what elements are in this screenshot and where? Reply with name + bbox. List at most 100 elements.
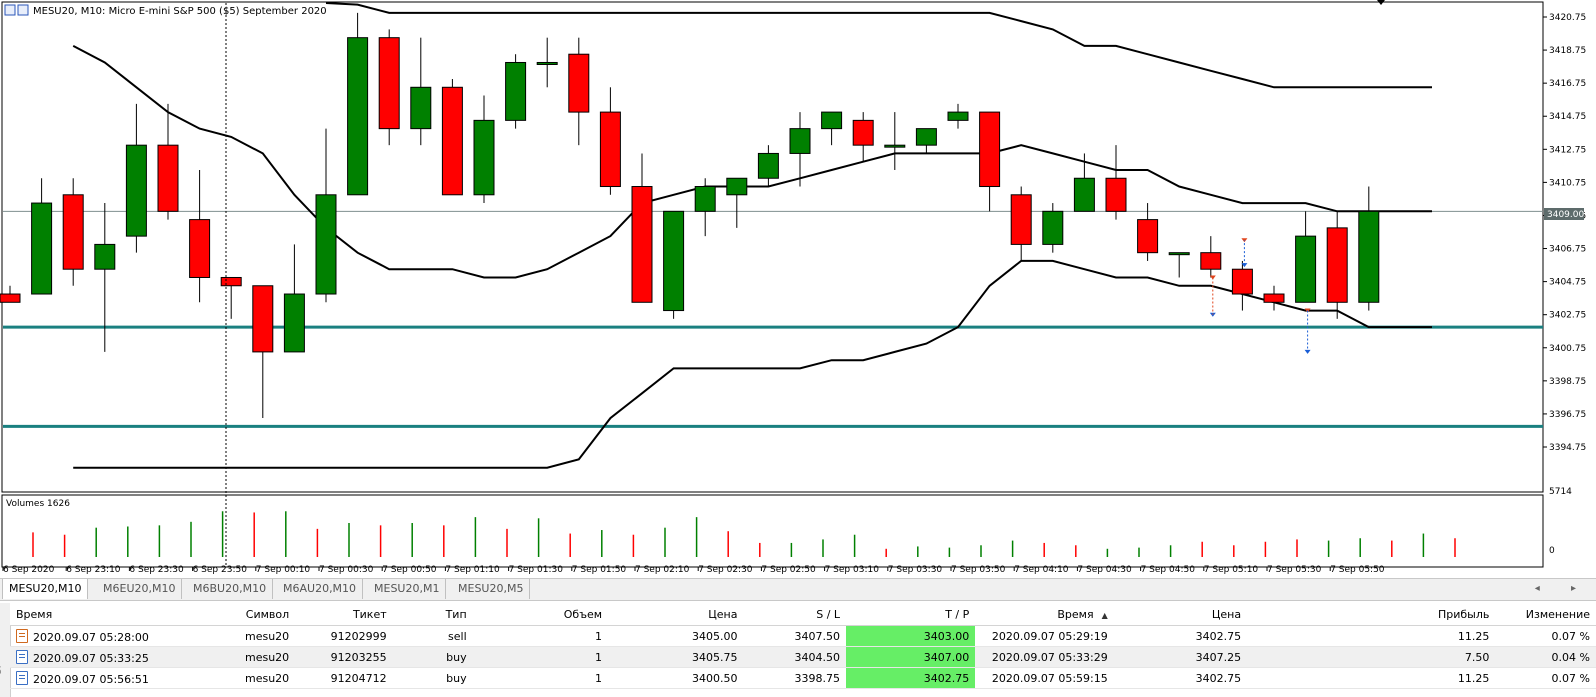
candle[interactable] <box>441 79 463 196</box>
volume-axis-label: 5714 <box>1549 487 1572 497</box>
candle[interactable] <box>852 112 874 162</box>
cell-change: 0.07 % <box>1495 667 1596 689</box>
candle[interactable] <box>884 112 906 170</box>
cell-symbol: mesu20 <box>174 667 296 689</box>
candle[interactable] <box>410 37 432 146</box>
table-row[interactable]: 2020.09.07 05:28:00 mesu20 91202999 sell… <box>10 625 1596 647</box>
tab-m6au20-m10[interactable]: M6AU20,M10 <box>277 579 364 599</box>
bull-candle-body <box>821 111 843 130</box>
candle[interactable] <box>947 103 969 129</box>
tab-mesu20-m1[interactable]: MESU20,M1 <box>368 579 447 599</box>
time-axis-label: 7 Sep 02:50 <box>761 565 816 575</box>
bear-candle-body <box>1200 252 1222 270</box>
candle[interactable] <box>536 37 558 88</box>
candle[interactable] <box>599 87 621 195</box>
candle[interactable] <box>789 112 811 187</box>
col-header-close-time[interactable]: Время ▲ <box>975 603 1114 626</box>
candle[interactable] <box>505 54 527 129</box>
tab-m6eu20-m10[interactable]: M6EU20,M10 <box>97 579 183 599</box>
col-header-price[interactable]: Цена <box>608 603 744 626</box>
candle[interactable] <box>1137 203 1159 261</box>
candle[interactable] <box>62 178 84 286</box>
candle[interactable] <box>252 285 274 419</box>
bull-candle-body <box>757 152 779 179</box>
bull-candle-body <box>1295 235 1317 303</box>
col-header-time[interactable]: Время <box>10 603 175 626</box>
candle[interactable] <box>157 103 179 220</box>
bear-candle-body <box>378 37 400 130</box>
candle[interactable] <box>378 29 400 146</box>
cell-type: buy <box>392 646 473 668</box>
col-header-ticket[interactable]: Тикет <box>295 603 393 626</box>
bear-candle-body <box>220 276 242 287</box>
candle[interactable] <box>1358 186 1380 311</box>
col-header-type[interactable]: Тип <box>392 603 473 626</box>
col-header-symbol[interactable]: Символ <box>174 603 296 626</box>
table-row[interactable]: 2020.09.07 05:33:25 mesu20 91203255 buy … <box>10 646 1596 668</box>
candle[interactable] <box>220 276 242 319</box>
cell-time-text: 2020.09.07 05:33:25 <box>33 651 149 665</box>
cell-sl: 3404.50 <box>743 646 847 668</box>
time-axis-label: 7 Sep 00:30 <box>319 565 374 575</box>
col-header-sl[interactable]: S / L <box>743 603 847 626</box>
cell-time-text: 2020.09.07 05:28:00 <box>33 630 149 644</box>
candle[interactable] <box>31 178 53 295</box>
candle[interactable] <box>1073 153 1095 212</box>
chart-shift-marker-icon[interactable] <box>1377 0 1385 5</box>
candle[interactable] <box>1168 252 1190 278</box>
bear-candle-body <box>62 194 84 270</box>
candle[interactable] <box>1295 211 1317 303</box>
col-header-profit[interactable]: Прибыль <box>1247 603 1496 626</box>
cell-ticket: 91202999 <box>295 625 393 647</box>
candle[interactable] <box>315 128 337 303</box>
cell-type: buy <box>392 667 473 689</box>
candle[interactable] <box>1200 236 1222 278</box>
candle[interactable] <box>473 95 495 204</box>
bull-candle-body <box>884 144 906 148</box>
candle[interactable] <box>189 169 211 303</box>
candle[interactable] <box>94 203 116 352</box>
cell-type: sell <box>392 625 473 647</box>
candle[interactable] <box>979 111 1001 212</box>
col-header-close-price[interactable]: Цена <box>1113 603 1248 626</box>
tab-scroll-arrows-icon[interactable]: ◂ ▸ <box>1534 583 1590 594</box>
tab-mesu20-m10[interactable]: MESU20,M10 <box>2 579 89 599</box>
candle[interactable] <box>694 178 716 237</box>
table-row[interactable]: 2020.09.07 05:56:51 mesu20 91204712 buy … <box>10 667 1596 689</box>
candle[interactable] <box>568 37 590 146</box>
tab-mesu20-m5[interactable]: MESU20,M5 <box>452 579 531 599</box>
price-chart[interactable]: 3420.75 3418.75 3416.75 3414.75 3412.75 3410.… <box>0 0 1596 575</box>
candle[interactable] <box>1326 211 1348 319</box>
cell-tp: 3403.00 <box>846 625 976 647</box>
chart-area[interactable]: 3420.75 3418.75 3416.75 3414.75 3412.75 3410.… <box>0 0 1596 575</box>
cell-volume: 1 <box>472 646 609 668</box>
candle[interactable] <box>631 153 653 303</box>
candle[interactable] <box>125 103 147 253</box>
time-axis-label: 7 Sep 00:50 <box>382 565 437 575</box>
col-header-volume[interactable]: Объем <box>472 603 609 626</box>
candle[interactable] <box>1042 203 1064 253</box>
candle[interactable] <box>663 210 685 319</box>
candle[interactable] <box>915 128 937 154</box>
chart-background <box>0 0 1596 575</box>
bull-candle-body <box>1073 177 1095 212</box>
candle[interactable] <box>1231 260 1253 311</box>
candle[interactable] <box>0 285 21 303</box>
bollinger-upper-line <box>325 2 1432 89</box>
candle[interactable] <box>1105 145 1127 220</box>
tab-m6bu20-m10[interactable]: M6BU20,M10 <box>187 579 274 599</box>
candle[interactable] <box>726 177 748 228</box>
cell-profit: 11.25 <box>1247 625 1496 647</box>
cell-sl: 3407.50 <box>743 625 847 647</box>
time-axis-label: 7 Sep 05:10 <box>1204 565 1259 575</box>
price-axis-label: 3400.75 <box>1549 344 1586 354</box>
candle[interactable] <box>1263 285 1285 311</box>
candle[interactable] <box>757 145 779 187</box>
col-header-tp[interactable]: T / P <box>846 603 976 626</box>
candle[interactable] <box>347 12 369 196</box>
candle[interactable] <box>283 244 305 353</box>
candle[interactable] <box>1010 186 1032 261</box>
candle[interactable] <box>821 111 843 146</box>
col-header-change[interactable]: Изменение <box>1495 603 1596 626</box>
cell-profit: 11.25 <box>1247 667 1496 689</box>
